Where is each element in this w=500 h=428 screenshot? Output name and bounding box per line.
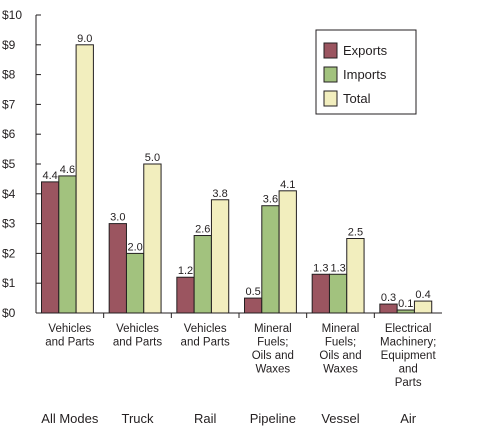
category-label: Vehicles and Parts bbox=[113, 323, 162, 349]
group-label: Vessel bbox=[321, 411, 359, 426]
legend-swatch-exports bbox=[323, 42, 338, 59]
category-label: Mineral Fuels; Oils and Waxes bbox=[252, 323, 294, 376]
data-label: 2.0 bbox=[127, 241, 142, 253]
category-label: Electrical Machinery; Equipment and Parts bbox=[380, 323, 436, 389]
y-tick-label: $1 bbox=[2, 276, 16, 290]
data-label: 0.3 bbox=[381, 292, 396, 304]
y-tick-label: $2 bbox=[2, 246, 16, 260]
y-axis-ticks: $0 $1 $2 $3 $4 $5 $6 $7 $8 $9 $10 bbox=[2, 8, 41, 320]
y-tick-label: $3 bbox=[2, 217, 16, 231]
group-label: All Modes bbox=[41, 411, 99, 426]
legend-label: Exports bbox=[343, 43, 388, 58]
data-label: 0.4 bbox=[415, 289, 430, 301]
bar-exports bbox=[176, 276, 195, 314]
legend-label: Total bbox=[343, 91, 371, 106]
y-tick-label: $5 bbox=[2, 157, 16, 171]
legend-swatch-total bbox=[323, 90, 338, 107]
bar-total bbox=[278, 190, 297, 314]
data-label: 4.1 bbox=[280, 179, 295, 191]
x-category-labels: Vehicles and Parts All Modes Vehicles and Pa… bbox=[41, 323, 436, 426]
y-tick-label: $6 bbox=[2, 127, 16, 141]
y-tick-label: $8 bbox=[2, 68, 16, 82]
group-label: Air bbox=[400, 411, 417, 426]
data-label: 4.6 bbox=[60, 164, 75, 176]
data-label: 4.4 bbox=[43, 170, 58, 182]
data-label: 3.8 bbox=[212, 188, 227, 200]
data-label: 0.5 bbox=[246, 286, 261, 298]
bar-total bbox=[210, 199, 230, 314]
group-label: Truck bbox=[121, 411, 154, 426]
bar-imports bbox=[261, 205, 280, 314]
legend: Exports Imports Total bbox=[315, 29, 417, 115]
data-label: 3.6 bbox=[263, 194, 278, 206]
bar-total bbox=[346, 238, 365, 314]
data-label: 9.0 bbox=[77, 33, 92, 45]
y-tick-label: $4 bbox=[2, 187, 16, 201]
bar-exports bbox=[108, 223, 127, 314]
data-label: 2.6 bbox=[195, 224, 210, 236]
category-label: Mineral Fuels; Oils and Waxes bbox=[319, 323, 361, 376]
group-label: Rail bbox=[194, 411, 217, 426]
y-tick-label: $10 bbox=[2, 8, 22, 22]
y-tick-label: $9 bbox=[2, 38, 16, 52]
data-label: 2.5 bbox=[348, 227, 363, 239]
bar-total bbox=[413, 300, 433, 314]
group-label: Pipeline bbox=[250, 411, 296, 426]
bar-imports bbox=[328, 273, 348, 314]
bar-exports bbox=[311, 273, 330, 314]
data-label: 5.0 bbox=[145, 152, 160, 164]
bar-exports bbox=[379, 303, 398, 314]
y-tick-label: $7 bbox=[2, 97, 16, 111]
data-label: 0.1 bbox=[398, 298, 413, 310]
data-label: 1.3 bbox=[330, 262, 345, 274]
category-label: Vehicles and Parts bbox=[181, 323, 230, 349]
axes bbox=[35, 15, 442, 318]
data-label: 1.2 bbox=[178, 265, 193, 277]
data-labels: 4.4 4.6 9.0 3.0 2.0 5.0 1.2 2.6 3.8 0.5 3.64.1 1.3 1… bbox=[43, 33, 431, 310]
bar-imports bbox=[193, 235, 212, 314]
bar-total bbox=[75, 44, 94, 314]
bar-imports bbox=[125, 252, 145, 314]
bar-exports bbox=[41, 181, 60, 314]
data-label: 3.0 bbox=[110, 212, 125, 224]
legend-label: Imports bbox=[343, 67, 387, 82]
bar-exports bbox=[244, 297, 263, 314]
bar-total bbox=[143, 163, 162, 314]
category-label: Vehicles and Parts bbox=[45, 323, 94, 349]
bar-imports bbox=[58, 175, 77, 314]
legend-swatch-imports bbox=[323, 66, 338, 83]
y-tick-label: $0 bbox=[2, 306, 16, 320]
data-label: 1.3 bbox=[313, 262, 328, 274]
